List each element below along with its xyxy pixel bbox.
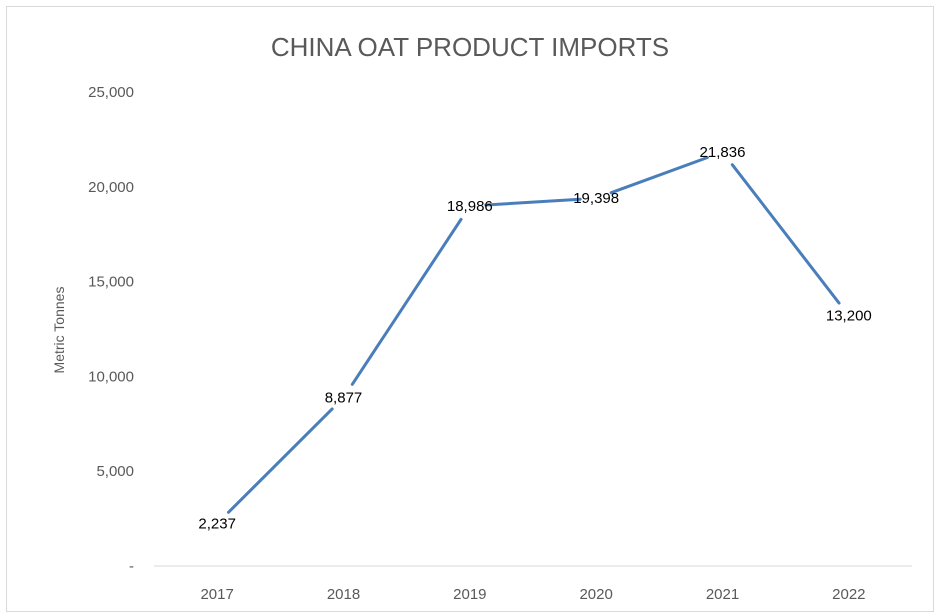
x-tick-label: 2021: [706, 586, 739, 603]
series-line-segment: [227, 407, 334, 514]
data-labels: 2,237 8,877 18,986 19,398 21,836 13,200: [198, 144, 871, 533]
x-tick-label: 2020: [579, 586, 612, 603]
data-label: 8,877: [325, 390, 363, 407]
data-label: 18,986: [447, 198, 493, 215]
y-tick-label: 25,000: [88, 84, 134, 101]
y-tick-label: 20,000: [88, 179, 134, 196]
data-label: 21,836: [700, 144, 746, 161]
series-line-segment: [484, 197, 582, 207]
x-tick-label: 2022: [832, 586, 865, 603]
y-axis-label: Metric Tonnes: [51, 287, 67, 374]
x-tick-label: 2018: [327, 586, 360, 603]
y-tick-label: 10,000: [88, 368, 134, 385]
y-tick-labels: - 5,000 10,000 15,000 20,000 25,000: [88, 84, 134, 575]
x-tick-label: 2019: [453, 586, 486, 603]
x-tick-label: 2017: [200, 586, 233, 603]
y-tick-label: 15,000: [88, 274, 134, 291]
y-tick-label: 5,000: [96, 463, 134, 480]
series-lines: [227, 155, 841, 514]
series-line-segment: [730, 163, 841, 305]
chart-title: CHINA OAT PRODUCT IMPORTS: [271, 32, 669, 62]
series-line-segment: [609, 155, 709, 195]
data-label: 2,237: [198, 516, 236, 533]
data-label: 13,200: [826, 308, 872, 325]
y-tick-label: -: [129, 558, 134, 575]
series-line-segment: [350, 217, 463, 386]
data-label: 19,398: [573, 190, 619, 207]
x-tick-labels: 2017 2018 2019 2020 2021 2022: [200, 586, 865, 603]
chart-frame: [6, 6, 934, 612]
